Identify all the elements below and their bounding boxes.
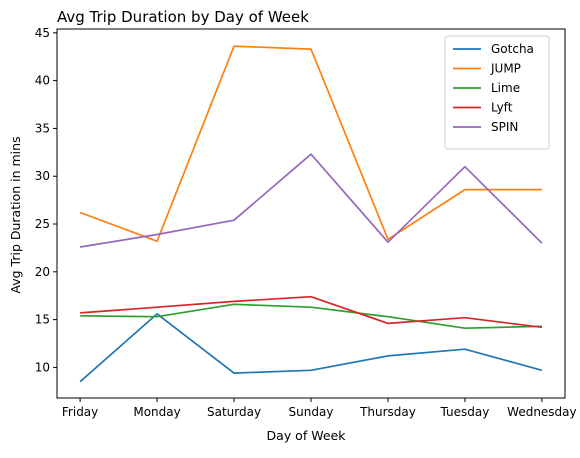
legend-label: Gotcha — [491, 42, 534, 56]
legend-label: Lyft — [491, 101, 513, 115]
series-line-spin — [79, 153, 543, 248]
legend-frame — [444, 35, 550, 150]
y-tick-label: 20 — [35, 265, 50, 279]
legend: Gotcha JUMP Lime Lyft SPIN — [444, 35, 550, 150]
chart-title: Avg Trip Duration by Day of Week — [57, 8, 309, 26]
x-axis-label: Day of Week — [267, 428, 347, 443]
x-tick-label: Monday — [133, 405, 180, 419]
legend-label: JUMP — [490, 62, 521, 76]
x-tick-label: Wednesday — [507, 405, 576, 419]
y-tick-label: 35 — [35, 121, 50, 135]
legend-entry-lime: Lime — [453, 81, 520, 95]
legend-entry-jump: JUMP — [453, 62, 521, 76]
x-tick-label: Saturday — [207, 405, 261, 419]
legend-entry-lyft: Lyft — [453, 101, 513, 115]
x-tick-label: Thursday — [359, 405, 416, 419]
legend-label: SPIN — [491, 120, 518, 134]
x-tick-label: Tuesday — [440, 405, 490, 419]
x-tick-label: Friday — [62, 405, 98, 419]
legend-entry-spin: SPIN — [453, 120, 518, 134]
series-line-jump — [79, 45, 542, 243]
y-tick-label: 25 — [35, 217, 50, 231]
legend-entry-gotcha: Gotcha — [453, 42, 534, 56]
y-tick-label: 30 — [35, 169, 50, 183]
y-tick-label: 40 — [35, 74, 50, 88]
y-tick-label: 45 — [35, 26, 50, 40]
x-tick-label: Sunday — [289, 405, 334, 419]
y-tick-label: 10 — [35, 360, 50, 374]
series-line-lime — [80, 303, 542, 330]
series-line-gotcha — [79, 313, 543, 383]
legend-label: Lime — [491, 81, 520, 95]
series-line-lyft — [80, 295, 543, 329]
y-axis-label: Avg Trip Duration in mins — [8, 136, 23, 293]
y-tick-label: 15 — [35, 313, 50, 327]
